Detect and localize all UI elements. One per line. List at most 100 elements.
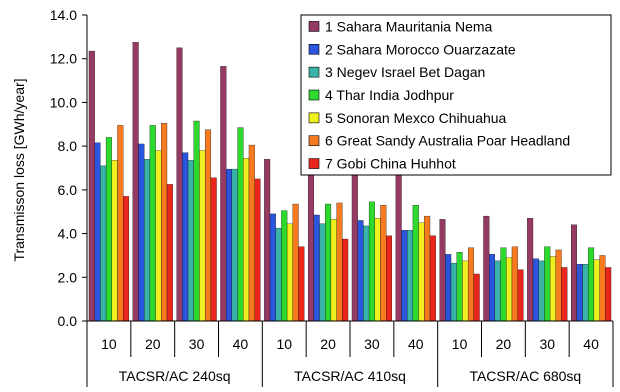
- bar: [138, 143, 145, 322]
- bar: [407, 230, 414, 322]
- bar: [94, 142, 101, 322]
- bar: [538, 260, 545, 322]
- bar: [462, 260, 469, 322]
- bar: [357, 220, 364, 322]
- bar: [161, 123, 168, 322]
- bar: [450, 262, 457, 322]
- bar: [380, 205, 387, 322]
- bar: [100, 165, 107, 322]
- bar: [166, 184, 173, 322]
- bar: [395, 167, 402, 322]
- bar: [511, 246, 518, 322]
- bar: [132, 42, 139, 322]
- bar: [210, 177, 217, 322]
- y-tick-label: 0.0: [58, 313, 78, 329]
- bar: [144, 159, 151, 322]
- bar: [570, 224, 577, 322]
- bar: [269, 213, 276, 322]
- bar: [117, 125, 124, 322]
- y-tick-label: 8.0: [58, 138, 78, 154]
- plot-area: 0.0 2.0 4.0 6.0 8.0 10.0 12.0 14.0 10 20 30 40 10 20 3…: [50, 7, 614, 387]
- x-tick-label: 20: [320, 336, 336, 352]
- bar: [199, 150, 206, 322]
- legend-swatch: [308, 43, 320, 55]
- bar: [342, 238, 349, 322]
- y-axis-title: Transmisson loss [GWh/year]: [11, 78, 27, 261]
- bar: [429, 235, 436, 322]
- bar: [555, 249, 562, 322]
- y-tick-label: 12.0: [50, 51, 77, 67]
- bar: [313, 214, 320, 322]
- x-tick-label: 30: [189, 336, 205, 352]
- bar: [401, 230, 408, 322]
- bar: [254, 178, 261, 322]
- legend-swatch: [308, 21, 320, 32]
- bar: [605, 267, 612, 322]
- bar: [527, 218, 534, 322]
- bar: [494, 260, 501, 322]
- bar: [456, 251, 463, 322]
- bar: [532, 258, 539, 322]
- legend-swatch: [308, 135, 320, 147]
- bar: [424, 215, 431, 322]
- bar: [176, 47, 183, 322]
- x-tick-label: 40: [583, 336, 599, 352]
- legend-swatch: [308, 112, 320, 124]
- bar: [226, 168, 233, 322]
- bar: [319, 223, 326, 322]
- y-tick-label: 4.0: [58, 226, 78, 242]
- legend-label: 5 Sonoran Mexco Chihuahua: [325, 110, 507, 126]
- bar: [281, 210, 288, 322]
- bar: [549, 256, 556, 322]
- bar: [292, 203, 299, 322]
- bar: [155, 150, 162, 322]
- bar: [286, 223, 293, 322]
- bar: [500, 247, 507, 322]
- x-tick-label: 10: [101, 336, 117, 352]
- x-tick-label: 10: [276, 336, 292, 352]
- legend-label: 3 Negev Israel Bet Dagan: [325, 64, 485, 80]
- bar: [275, 227, 282, 322]
- bar: [243, 158, 250, 322]
- bar: [506, 257, 513, 322]
- bar: [445, 254, 452, 322]
- bar: [593, 259, 600, 322]
- bar: [351, 156, 358, 322]
- bar: [264, 159, 271, 322]
- bar: [599, 255, 606, 322]
- legend-box: [300, 14, 612, 176]
- bar: [517, 269, 524, 322]
- legend-label: 1 Sahara Mauritania Nema: [325, 18, 493, 34]
- x-group-label: TACSR/AC 410sq: [294, 368, 406, 384]
- bar: [187, 160, 194, 322]
- y-tick-label: 10.0: [50, 94, 77, 110]
- bar: [588, 247, 595, 322]
- bar: [412, 205, 419, 322]
- bar: [368, 201, 375, 322]
- bar: [582, 264, 589, 322]
- legend-label: 2 Sahara Morocco Ouarzazate: [325, 41, 516, 57]
- bar: [363, 225, 370, 322]
- bar: [544, 246, 551, 322]
- bar: [88, 50, 95, 322]
- x-tick-label: 20: [145, 336, 161, 352]
- bar: [220, 66, 227, 322]
- bar: [489, 254, 496, 322]
- bar: [439, 219, 446, 322]
- x-group-label: TACSR/AC 240sq: [119, 368, 231, 384]
- legend-swatch: [308, 158, 320, 169]
- y-tick-label: 14.0: [50, 7, 77, 23]
- legend-label: 6 Great Sandy Australia Poar Headland: [325, 133, 570, 149]
- x-tick-label: 40: [233, 336, 249, 352]
- bar: [325, 203, 332, 322]
- bar: [467, 247, 474, 322]
- bar: [111, 160, 118, 322]
- bar: [105, 137, 112, 322]
- bar: [298, 246, 305, 322]
- y-tick-label: 6.0: [58, 182, 78, 198]
- bar: [374, 218, 381, 322]
- bar: [473, 273, 480, 322]
- bar: [307, 153, 314, 322]
